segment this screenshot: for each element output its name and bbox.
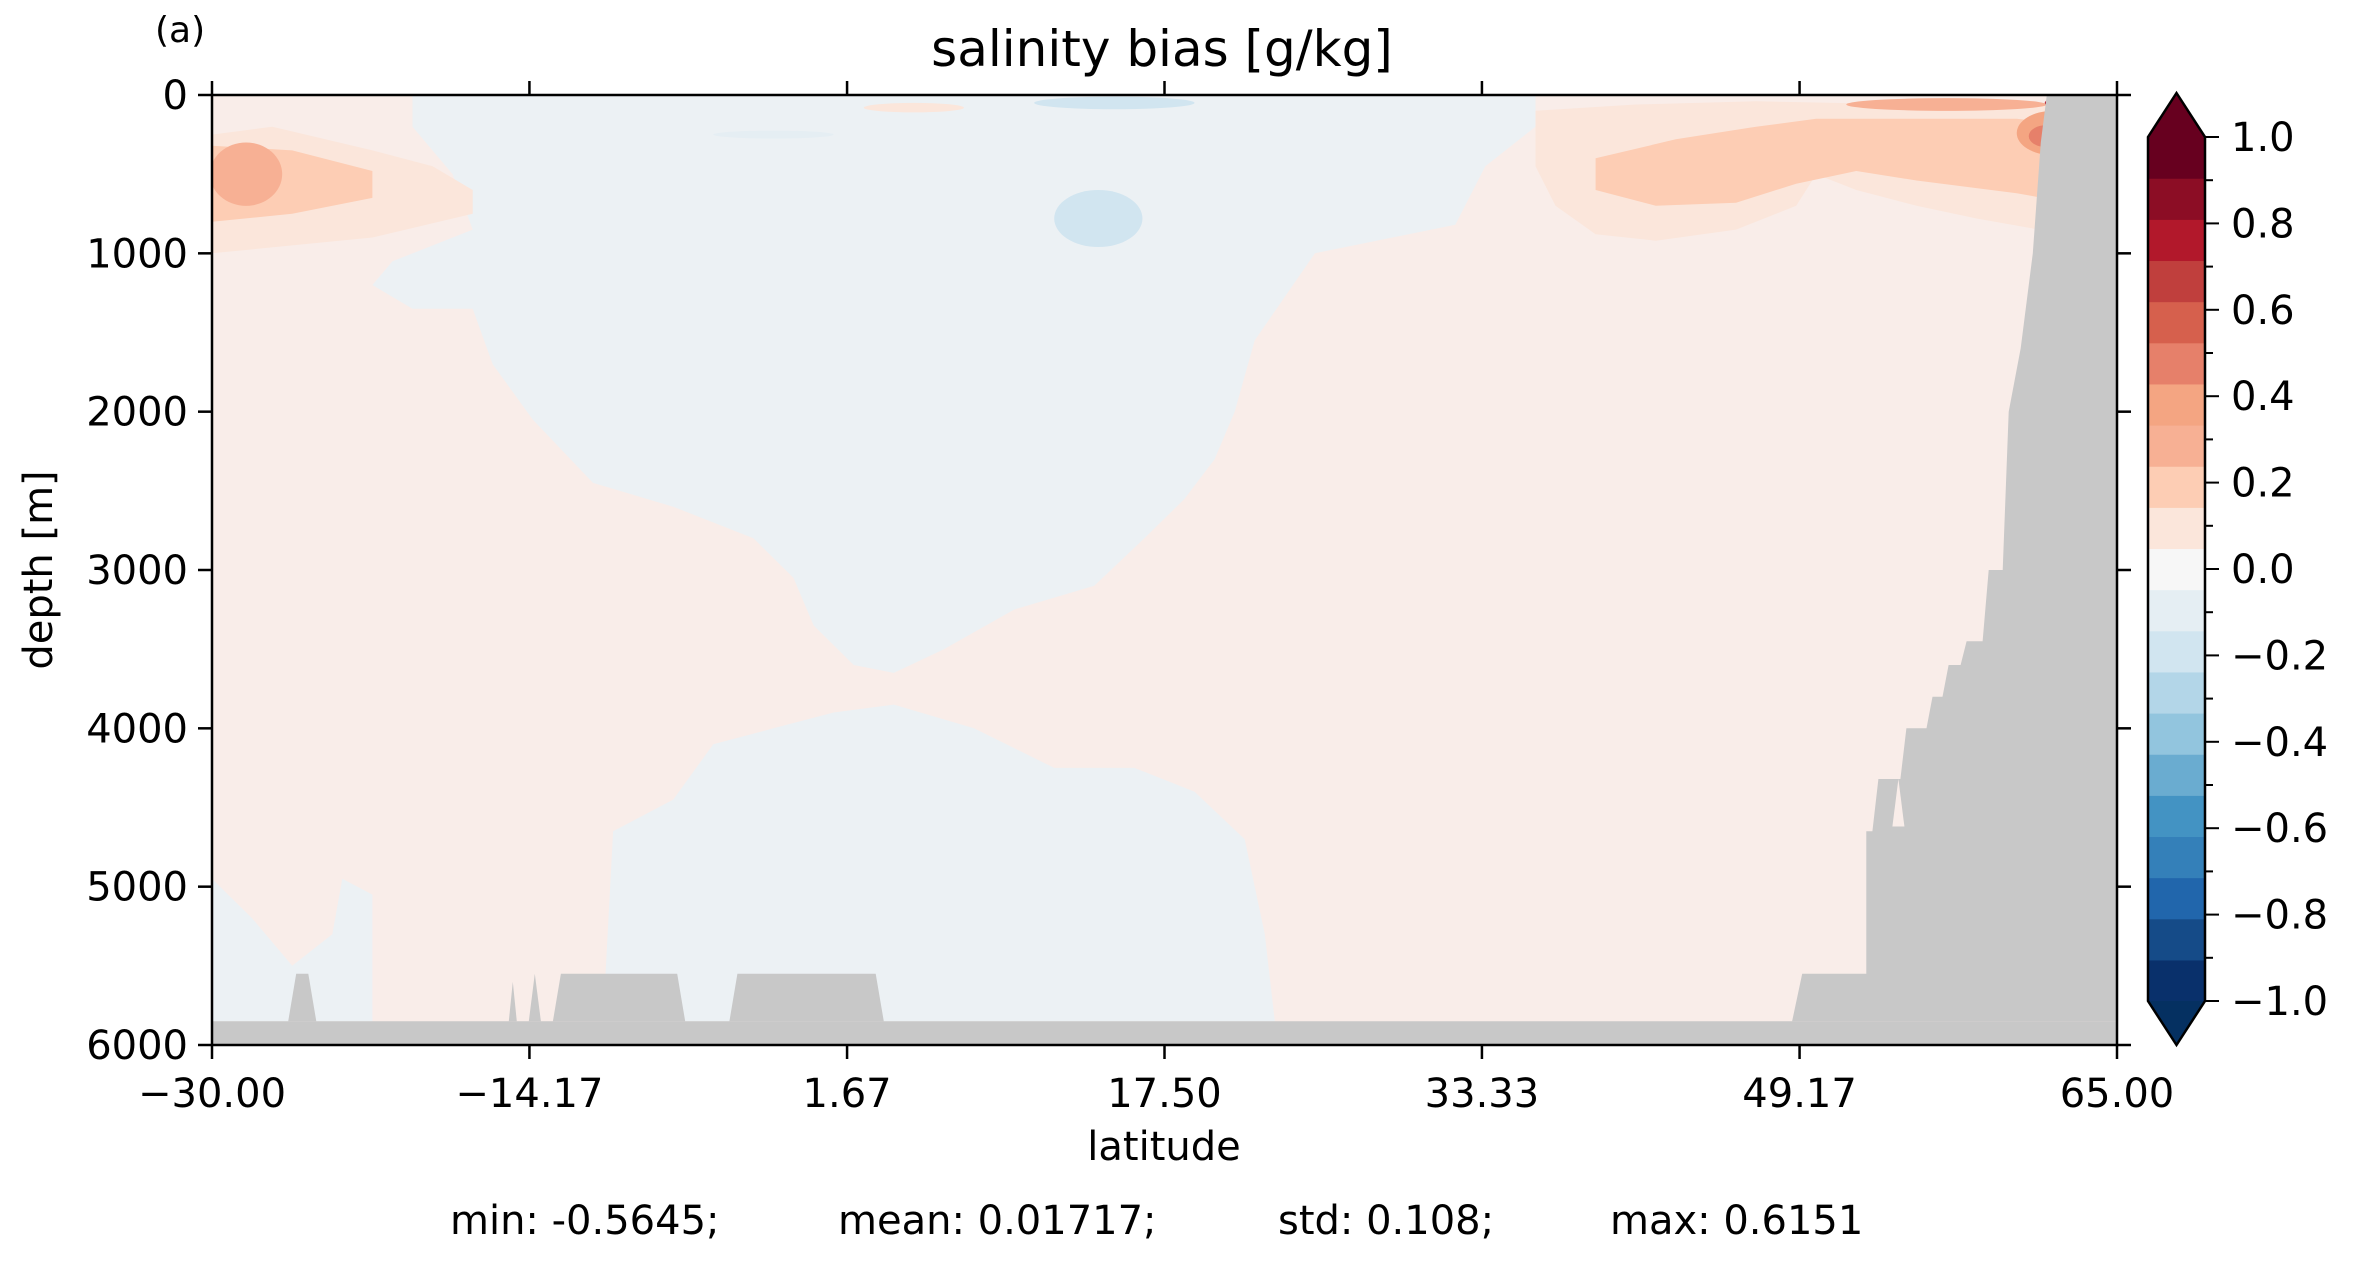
colorbar-segment	[2148, 178, 2205, 220]
colorbar-tick-label: −0.6	[2231, 806, 2328, 852]
colorbar-tick-label: −0.8	[2231, 893, 2328, 939]
colorbar-segment	[2148, 466, 2205, 508]
x-axis-label: latitude	[1087, 1124, 1240, 1170]
panel-label: (a)	[155, 10, 206, 51]
land-mask-seafloor	[212, 1021, 2117, 1045]
colorbar-segment	[2148, 219, 2205, 262]
statistics-line: min: -0.5645; mean: 0.01717; std: 0.108;…	[0, 1198, 2362, 1248]
negative-bias-region-deep	[603, 704, 1275, 1022]
colorbar-segment	[2148, 671, 2205, 714]
x-tick-label: 65.00	[2060, 1071, 2175, 1117]
y-tick-label: 4000	[86, 706, 188, 752]
negative-bias-region-central	[372, 95, 1536, 673]
y-tick-label: 1000	[86, 231, 188, 277]
land-mask-notch	[1892, 779, 1905, 827]
salinity-bias-field	[212, 95, 2089, 1022]
colorbar-segment	[2148, 754, 2205, 796]
y-tick-label: 3000	[86, 548, 188, 594]
stat-max: max: 0.6151	[1610, 1198, 1864, 1244]
land-mask-ridge	[508, 981, 517, 1022]
colorbar-segment	[2148, 836, 2205, 879]
colorbar-segment	[2148, 383, 2205, 426]
land-mask-continental-slope	[1792, 95, 2117, 1022]
stat-std: std: 0.108;	[1278, 1198, 1495, 1244]
colorbar-segment	[2148, 959, 2205, 1002]
colorbar-tick-label: 0.2	[2231, 461, 2295, 507]
land-mask-ridge	[288, 973, 317, 1022]
colorbar-segment	[2148, 877, 2205, 920]
colorbar-segment	[2148, 260, 2205, 303]
colorbar-tick-label: 0.0	[2231, 547, 2295, 593]
colorbar-segment	[2148, 301, 2205, 344]
x-axis: −30.00 −14.17 1.67 17.50 33.33 49.17 65.00	[138, 81, 2174, 1117]
colorbar-tick-label: −1.0	[2231, 979, 2328, 1025]
land-mask-ridge	[729, 973, 884, 1022]
x-tick-label: 49.17	[1742, 1071, 1857, 1117]
x-tick-label: 33.33	[1425, 1071, 1540, 1117]
positive-bias-northern-mid	[1595, 118, 2087, 206]
colorbar-segment	[2148, 507, 2205, 550]
x-tick-label: 1.67	[803, 1071, 892, 1117]
colorbar-segment	[2148, 425, 2205, 467]
negative-bias-region-southern	[212, 878, 373, 1022]
colorbar-segment	[2148, 713, 2205, 755]
chart-title: salinity bias [g/kg]	[931, 20, 1393, 78]
colorbar-tick-label: −0.2	[2231, 633, 2328, 679]
stat-mean: mean: 0.01717;	[838, 1198, 1157, 1244]
x-tick-label: −30.00	[138, 1071, 286, 1117]
stat-min: min: -0.5645;	[450, 1198, 720, 1244]
negative-bias-subsurface-minimum	[1054, 190, 1143, 247]
x-tick-label: −14.17	[455, 1071, 603, 1117]
colorbar-min-extend	[2148, 1001, 2205, 1045]
colorbar-segment	[2148, 342, 2205, 385]
y-tick-label: 0	[163, 73, 188, 119]
y-tick-label: 5000	[86, 865, 188, 911]
colorbar: 1.0 0.8 0.6 0.4 0.2 0.0 −0.2 −0.4 −0.6 −0.8 −1.0	[2146, 90, 2328, 1048]
y-tick-label: 2000	[86, 390, 188, 436]
positive-bias-surface-patch	[863, 102, 964, 113]
positive-bias-northern-surface-band	[1846, 98, 2047, 111]
y-axis-label: depth [m]	[16, 470, 62, 669]
colorbar-max-extend	[2148, 93, 2205, 137]
negative-bias-subsurface-streak	[713, 130, 834, 139]
plot-area	[212, 95, 2117, 1045]
colorbar-tick-label: 0.4	[2231, 374, 2295, 420]
colorbar-tick-label: 0.8	[2231, 201, 2295, 247]
x-tick-label: 17.50	[1107, 1071, 1222, 1117]
colorbar-tick-label: 0.6	[2231, 288, 2295, 334]
colorbar-segment	[2148, 630, 2205, 673]
colorbar-tick-label: 1.0	[2231, 115, 2295, 161]
y-axis: 0 1000 2000 3000 4000 5000 6000	[86, 73, 2131, 1069]
colorbar-segment	[2148, 795, 2205, 838]
land-mask-ridge	[552, 973, 686, 1022]
negative-bias-surface-patch	[1034, 96, 1195, 110]
y-tick-label: 6000	[86, 1023, 188, 1069]
colorbar-segment	[2148, 589, 2205, 632]
land-mask-ridge	[528, 973, 541, 1022]
colorbar-segment	[2148, 918, 2205, 961]
land-mask	[212, 95, 2117, 1045]
colorbar-tick-label: −0.4	[2231, 720, 2328, 766]
colorbar-segment	[2148, 137, 2205, 179]
colorbar-segment	[2148, 548, 2205, 591]
positive-bias-southern-lobe-core	[212, 142, 283, 206]
